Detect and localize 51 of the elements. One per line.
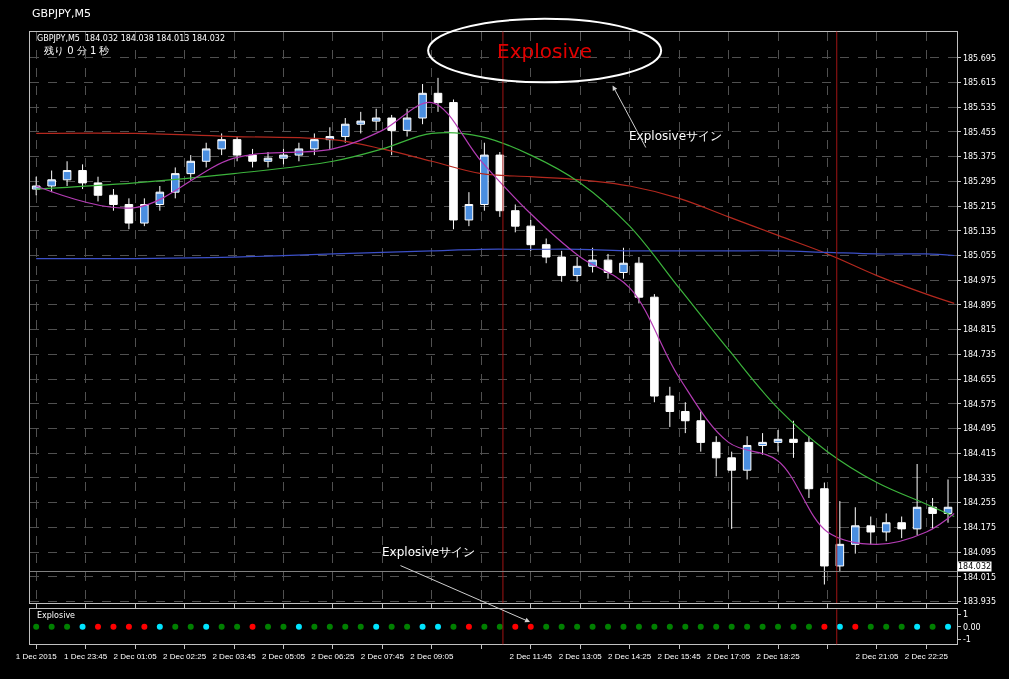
y-tick-label: 185.535 xyxy=(962,103,996,113)
x-tick-label: 2 Dec 07:45 xyxy=(360,651,405,661)
annotation: Explosive xyxy=(497,39,593,63)
chart-title: Explosive xyxy=(37,611,76,620)
y-tick-label: 185.215 xyxy=(962,201,996,211)
chart-title: GBPJPY,M5 xyxy=(32,7,92,20)
x-tick-label: 2 Dec 09:05 xyxy=(410,651,454,661)
x-tick-label: 2 Dec 13:05 xyxy=(558,651,603,661)
y-tick-label: 185.455 xyxy=(962,127,996,137)
annotation: 残り 0 分 1 秒 xyxy=(44,45,110,56)
y-tick-label: 1 xyxy=(962,610,968,620)
x-tick-label: 2 Dec 02:25 xyxy=(162,651,207,661)
y-tick-label: 184.895 xyxy=(962,300,996,310)
y-tick-label: 184.415 xyxy=(962,448,996,458)
y-tick-label: 184.655 xyxy=(962,374,996,384)
y-tick-label: 184.095 xyxy=(962,547,996,557)
y-tick-label: 184.255 xyxy=(962,498,996,508)
y-tick-label: 184.335 xyxy=(962,473,996,483)
x-tick-label: 1 Dec 23:45 xyxy=(64,651,108,661)
y-tick-label: 0.00 xyxy=(962,622,981,632)
y-tick-label: 185.695 xyxy=(962,53,996,63)
y-tick-label: 185.295 xyxy=(962,177,996,187)
y-tick-label: 184.495 xyxy=(962,424,996,434)
x-tick-label: 2 Dec 17:05 xyxy=(707,651,751,661)
x-tick-label: 2 Dec 05:05 xyxy=(261,651,306,661)
y-tick-label: 184.815 xyxy=(962,325,996,335)
annotation: Explosiveサイン xyxy=(382,545,476,559)
x-tick-label: 2 Dec 21:05 xyxy=(855,651,900,661)
y-tick-label: 185.135 xyxy=(962,226,996,236)
x-tick-label: 1 Dec 2015 xyxy=(15,651,58,661)
y-tick-label: 184.975 xyxy=(962,276,996,285)
chart-subtitle: GBPJPY,M5 184.032 184.038 184.013 184.032 xyxy=(37,34,225,43)
annotation: Explosiveサイン xyxy=(629,129,723,143)
x-tick-label: 2 Dec 11:45 xyxy=(509,651,553,661)
x-tick-label: 2 Dec 18:25 xyxy=(756,651,801,661)
x-tick-label: 2 Dec 22:25 xyxy=(904,651,949,661)
y-tick-label: -1 xyxy=(962,635,971,645)
y-tick-label: 185.055 xyxy=(962,251,996,261)
y-tick-label: 184.575 xyxy=(962,399,996,409)
y-tick-label: 184.735 xyxy=(962,350,996,360)
x-tick-label: 2 Dec 06:25 xyxy=(311,651,356,661)
y-tick-label: 184.175 xyxy=(962,523,996,533)
y-tick-label: 183.935 xyxy=(962,597,996,607)
x-tick-label: 2 Dec 03:45 xyxy=(212,651,257,661)
y-tick-label: 184.015 xyxy=(962,572,996,582)
x-tick-label: 2 Dec 14:25 xyxy=(608,651,652,661)
ref-line-label: 184.032 xyxy=(958,562,992,571)
x-tick-label: 2 Dec 15:45 xyxy=(657,651,702,661)
y-tick-label: 185.375 xyxy=(962,152,996,162)
y-tick-label: 185.615 xyxy=(962,78,996,88)
x-tick-label: 2 Dec 01:05 xyxy=(113,651,158,661)
